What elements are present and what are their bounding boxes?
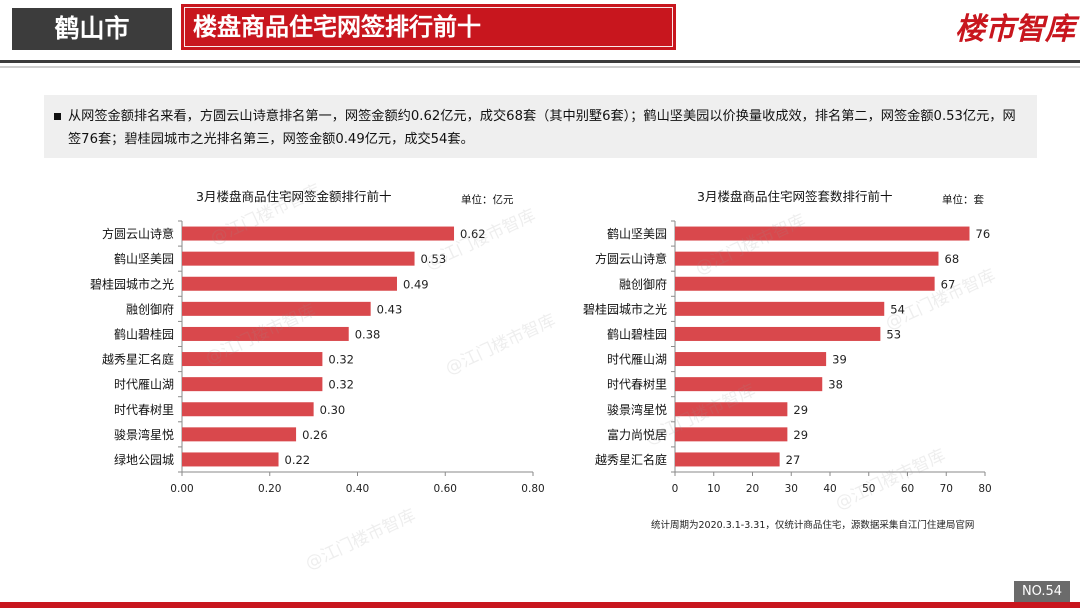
summary-box: 从网签金额排名来看，方圆云山诗意排名第一，网签金额约0.62亿元，成交68套（其… — [44, 95, 1037, 158]
count-bar — [675, 377, 823, 392]
amount-value-label: 0.62 — [460, 227, 486, 241]
amount-value-label: 0.43 — [377, 302, 403, 316]
amount-bar — [182, 326, 349, 341]
footnote: 统计周期为2020.3.1-3.31，仅统计商品住宅，源数据采集自江门住建局官网 — [651, 520, 975, 531]
amount-category-label: 骏景湾星悦 — [114, 427, 174, 442]
amount-bar — [182, 226, 455, 241]
count-x-tick-label: 30 — [785, 483, 798, 495]
amount-category-label: 鹤山碧桂园 — [114, 326, 174, 341]
amount-bar — [182, 276, 397, 291]
amount-category-label: 绿地公园城 — [114, 452, 174, 467]
page-number: NO.54 — [1014, 581, 1070, 602]
count-x-tick-label: 50 — [862, 483, 875, 495]
amount-category-label: 碧桂园城市之光 — [90, 276, 174, 291]
count-value-label: 27 — [786, 453, 801, 467]
amount-category-label: 融创御府 — [126, 301, 174, 316]
amount-category-label: 鹤山坚美园 — [114, 251, 174, 266]
city-label: 鹤山市 — [12, 8, 172, 50]
count-value-label: 67 — [941, 277, 956, 291]
chart-title-count: 3月楼盘商品住宅网签套数排行前十 — [697, 189, 893, 204]
amount-value-label: 0.49 — [403, 277, 429, 291]
amount-x-tick-label: 0.60 — [434, 483, 457, 495]
chart-unit-amount: 单位：亿元 — [461, 194, 514, 206]
amount-bar — [182, 377, 323, 392]
page-title: 楼盘商品住宅网签排行前十 — [181, 4, 676, 50]
count-value-label: 68 — [945, 252, 960, 266]
count-x-tick-label: 20 — [746, 483, 759, 495]
count-category-label: 越秀星汇名庭 — [595, 452, 667, 467]
amount-bar — [182, 402, 314, 417]
amount-value-label: 0.53 — [421, 252, 447, 266]
count-bar — [675, 226, 970, 241]
bullet-square-icon — [54, 113, 61, 120]
count-bar — [675, 301, 885, 316]
brand-logo: 楼市智库 — [955, 12, 1075, 47]
count-value-label: 54 — [890, 302, 905, 316]
count-category-label: 富力尚悦居 — [607, 427, 667, 442]
count-category-label: 时代雁山湖 — [607, 352, 667, 367]
count-bar — [675, 276, 935, 291]
count-x-tick-label: 40 — [823, 483, 836, 495]
amount-category-label: 时代雁山湖 — [114, 377, 174, 392]
count-category-label: 鹤山碧桂园 — [607, 326, 667, 341]
count-value-label: 29 — [793, 428, 808, 442]
summary-text: 从网签金额排名来看，方圆云山诗意排名第一，网签金额约0.62亿元，成交68套（其… — [68, 109, 1016, 147]
amount-x-tick-label: 0.00 — [170, 483, 193, 495]
count-category-label: 骏景湾星悦 — [607, 402, 667, 417]
count-bar — [675, 452, 780, 467]
count-category-label: 时代春树里 — [607, 377, 667, 392]
count-bar — [675, 352, 827, 367]
count-value-label: 38 — [828, 378, 843, 392]
count-bar — [675, 427, 788, 442]
count-category-label: 融创御府 — [619, 276, 667, 291]
chart-unit-count: 单位：套 — [942, 194, 984, 206]
amount-bar — [182, 251, 415, 266]
amount-value-label: 0.32 — [328, 353, 354, 367]
chart-title-amount: 3月楼盘商品住宅网签金额排行前十 — [196, 189, 392, 204]
footer-bar — [0, 602, 1080, 608]
count-x-tick-label: 60 — [901, 483, 914, 495]
header-divider-light — [0, 66, 1080, 68]
count-value-label: 53 — [886, 327, 901, 341]
amount-category-label: 时代春树里 — [114, 402, 174, 417]
count-x-tick-label: 80 — [978, 483, 991, 495]
amount-value-label: 0.32 — [328, 378, 354, 392]
count-value-label: 29 — [793, 403, 808, 417]
count-bar — [675, 402, 788, 417]
count-bar — [675, 326, 881, 341]
count-category-label: 方圆云山诗意 — [595, 251, 667, 266]
amount-x-tick-label: 0.40 — [346, 483, 369, 495]
count-category-label: 碧桂园城市之光 — [583, 301, 667, 316]
amount-bar — [182, 452, 279, 467]
count-value-label: 39 — [832, 353, 847, 367]
amount-x-tick-label: 0.20 — [258, 483, 281, 495]
amount-bar — [182, 301, 371, 316]
count-bar — [675, 251, 939, 266]
count-x-tick-label: 70 — [940, 483, 953, 495]
amount-category-label: 越秀星汇名庭 — [102, 352, 174, 367]
count-x-tick-label: 0 — [672, 483, 679, 495]
amount-bar — [182, 352, 323, 367]
count-value-label: 76 — [976, 227, 991, 241]
header-divider — [0, 60, 1080, 63]
amount-bar — [182, 427, 297, 442]
count-x-tick-label: 10 — [707, 483, 720, 495]
amount-value-label: 0.26 — [302, 428, 328, 442]
amount-value-label: 0.38 — [355, 327, 381, 341]
amount-x-tick-label: 0.80 — [521, 483, 544, 495]
amount-value-label: 0.22 — [285, 453, 311, 467]
amount-category-label: 方圆云山诗意 — [102, 226, 174, 241]
amount-value-label: 0.30 — [320, 403, 346, 417]
count-category-label: 鹤山坚美园 — [607, 226, 667, 241]
